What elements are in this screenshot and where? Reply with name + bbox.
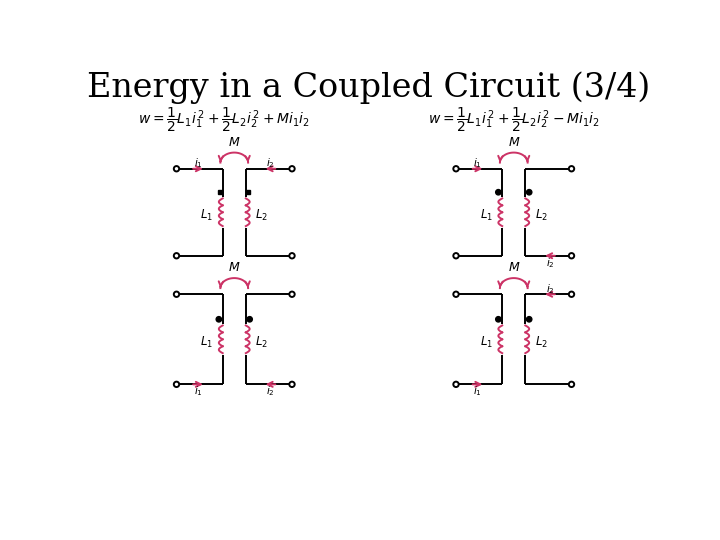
Text: $M$: $M$	[508, 136, 520, 148]
Text: Energy in a Coupled Circuit (3/4): Energy in a Coupled Circuit (3/4)	[87, 72, 651, 104]
Text: $L_2$: $L_2$	[534, 208, 547, 223]
Text: $i_1$: $i_1$	[473, 384, 482, 398]
Circle shape	[495, 316, 501, 322]
Circle shape	[526, 190, 532, 195]
Circle shape	[526, 316, 532, 322]
Circle shape	[247, 316, 252, 322]
Text: $i_2$: $i_2$	[266, 384, 275, 398]
Text: $i_2$: $i_2$	[546, 256, 554, 269]
Text: $L_2$: $L_2$	[255, 208, 268, 223]
Text: $L_1$: $L_1$	[480, 208, 493, 223]
Text: $L_2$: $L_2$	[534, 335, 547, 350]
Text: $M$: $M$	[508, 261, 520, 274]
Text: $L_1$: $L_1$	[480, 335, 493, 350]
Bar	[246, 190, 250, 194]
Text: $L_2$: $L_2$	[255, 335, 268, 350]
Circle shape	[216, 316, 222, 322]
Text: $i_2$: $i_2$	[546, 282, 554, 296]
Text: $w = \dfrac{1}{2}L_1i_1^{\,2} + \dfrac{1}{2}L_2i_2^{\,2} + Mi_1i_2$: $w = \dfrac{1}{2}L_1i_1^{\,2} + \dfrac{1…	[138, 106, 310, 134]
Text: $M$: $M$	[228, 136, 240, 148]
Circle shape	[495, 190, 501, 195]
Text: $i_2$: $i_2$	[266, 157, 275, 170]
Text: $i_1$: $i_1$	[194, 384, 202, 398]
Text: $i_1$: $i_1$	[194, 157, 202, 170]
Text: $i_1$: $i_1$	[473, 157, 482, 170]
Text: $M$: $M$	[228, 261, 240, 274]
Bar	[218, 190, 222, 194]
Text: $L_1$: $L_1$	[200, 208, 213, 223]
Text: $L_1$: $L_1$	[200, 335, 213, 350]
Text: $w = \dfrac{1}{2}L_1i_1^{\,2} + \dfrac{1}{2}L_2i_2^{\,2} - Mi_1i_2$: $w = \dfrac{1}{2}L_1i_1^{\,2} + \dfrac{1…	[428, 106, 600, 134]
